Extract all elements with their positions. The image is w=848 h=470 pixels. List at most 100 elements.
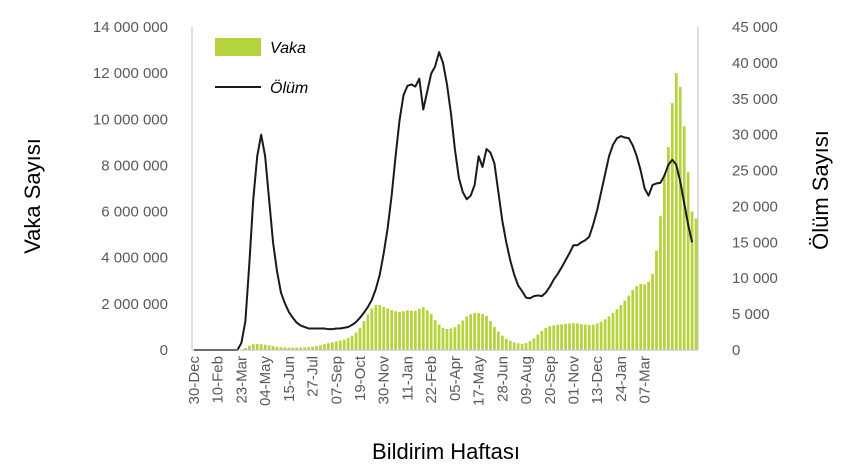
x-tick-label: 24-Jan xyxy=(613,356,630,402)
bar-vaka xyxy=(607,316,611,350)
y-axis-right-title: Ölüm Sayısı xyxy=(808,130,833,250)
bar-vaka xyxy=(493,326,496,350)
bar-vaka xyxy=(481,314,484,350)
bar-vaka xyxy=(678,86,682,351)
bar-vaka xyxy=(279,347,283,350)
bar-vaka xyxy=(528,341,532,350)
bar-vaka xyxy=(362,321,366,350)
bar-vaka xyxy=(386,308,390,350)
bar-vaka xyxy=(686,172,690,350)
bar-vaka xyxy=(425,310,429,350)
bar-vaka xyxy=(350,335,354,350)
bar-vaka xyxy=(291,347,295,350)
bar-vaka xyxy=(287,347,291,350)
bar-vaka xyxy=(655,250,658,350)
x-tick-label: 30-Nov xyxy=(376,356,393,405)
bar-vaka xyxy=(299,347,303,350)
bar-vaka xyxy=(390,310,394,350)
bar-vaka xyxy=(635,285,639,350)
bar-vaka xyxy=(303,347,307,350)
bar-vaka xyxy=(354,332,358,350)
bar-vaka xyxy=(346,338,350,350)
bar-vaka xyxy=(568,323,571,350)
x-tick-label: 23-Mar xyxy=(233,356,250,404)
bar-vaka xyxy=(623,300,627,350)
bar-vaka xyxy=(500,335,504,350)
x-tick-label: 09-Aug xyxy=(518,356,535,404)
y-tick-left: 12 000 000 xyxy=(93,65,168,82)
bar-vaka xyxy=(520,344,524,350)
bar-vaka xyxy=(307,347,310,350)
bar-vaka xyxy=(342,339,346,350)
y-tick-right: 15 000 xyxy=(732,234,778,251)
bar-vaka xyxy=(587,324,591,350)
bar-vaka xyxy=(615,309,619,350)
y-axis-left-title: Vaka Sayısı xyxy=(20,138,45,254)
y-tick-left: 10 000 000 xyxy=(93,111,168,128)
x-tick-label: 28-Jun xyxy=(494,356,511,402)
bar-vaka xyxy=(461,320,465,350)
bar-vaka xyxy=(445,329,449,350)
bar-vaka xyxy=(315,346,318,350)
x-tick-label: 01-Nov xyxy=(566,356,583,405)
bar-vaka xyxy=(358,327,362,350)
x-tick-label: 27-Jul xyxy=(305,356,322,397)
bar-vaka xyxy=(576,323,579,350)
bar-vaka xyxy=(536,334,540,350)
bar-vaka xyxy=(611,312,615,350)
bar-vaka xyxy=(548,326,552,350)
bar-vaka xyxy=(659,216,662,350)
bar-vaka xyxy=(540,330,544,350)
bar-vaka xyxy=(599,321,603,350)
y-tick-left: 0 xyxy=(160,342,168,359)
bar-vaka xyxy=(627,295,631,350)
bar-vaka xyxy=(441,328,445,350)
bar-vaka xyxy=(319,345,322,350)
bar-vaka xyxy=(560,324,563,350)
bar-vaka xyxy=(489,320,492,350)
legend-label-olum: Ölüm xyxy=(270,79,308,97)
bar-vaka xyxy=(267,345,271,350)
bar-vaka xyxy=(516,343,520,350)
y-tick-right: 35 000 xyxy=(732,91,778,108)
y-tick-right: 40 000 xyxy=(732,55,778,72)
y-tick-left: 8 000 000 xyxy=(101,157,168,174)
x-tick-label: 10-Feb xyxy=(210,356,227,404)
bar-vaka xyxy=(524,343,528,350)
y-tick-right: 0 xyxy=(732,342,740,359)
bar-vaka xyxy=(413,310,417,350)
bar-vaka xyxy=(311,346,314,350)
x-tick-label: 05-Apr xyxy=(447,356,464,401)
bar-vaka xyxy=(255,344,259,350)
line-layer xyxy=(193,51,694,351)
bar-vaka xyxy=(631,290,635,350)
bar-vaka xyxy=(583,324,587,350)
bar-vaka xyxy=(485,315,488,350)
bar-vaka xyxy=(433,320,437,350)
y-tick-left: 6 000 000 xyxy=(101,204,168,221)
bar-vaka xyxy=(647,281,650,350)
bars-layer xyxy=(240,73,698,351)
bar-vaka xyxy=(674,73,678,350)
bar-vaka xyxy=(512,342,516,350)
bar-vaka xyxy=(323,344,326,350)
bar-vaka xyxy=(410,310,413,350)
bar-vaka xyxy=(330,342,334,350)
x-tick-label: 22-Feb xyxy=(423,356,440,404)
y-tick-right: 45 000 xyxy=(732,19,778,36)
bar-vaka xyxy=(370,308,374,350)
x-tick-label: 11-Jan xyxy=(399,356,416,401)
bar-vaka xyxy=(378,305,382,350)
x-tick-label: 07-Sep xyxy=(328,356,345,404)
y-tick-right: 5 000 xyxy=(732,306,770,323)
bar-vaka xyxy=(469,314,473,350)
legend-swatch-vaka xyxy=(215,38,261,56)
y-tick-left: 14 000 000 xyxy=(93,19,168,36)
bar-vaka xyxy=(544,328,548,350)
bar-vaka xyxy=(552,325,556,350)
bar-vaka xyxy=(572,323,575,350)
y-tick-right: 20 000 xyxy=(732,198,778,215)
x-tick-label: 19-Oct xyxy=(352,355,369,401)
bar-vaka xyxy=(591,324,595,350)
bar-vaka xyxy=(449,328,453,350)
